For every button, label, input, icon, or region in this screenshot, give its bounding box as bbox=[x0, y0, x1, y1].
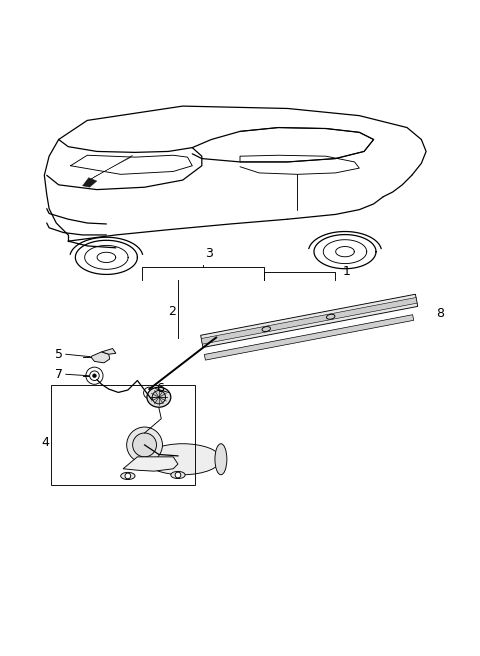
Polygon shape bbox=[90, 155, 132, 180]
Ellipse shape bbox=[171, 472, 185, 479]
Circle shape bbox=[125, 473, 131, 479]
Ellipse shape bbox=[147, 387, 171, 407]
Circle shape bbox=[152, 390, 166, 404]
Polygon shape bbox=[204, 315, 414, 360]
Circle shape bbox=[175, 472, 181, 478]
Polygon shape bbox=[201, 295, 418, 348]
Polygon shape bbox=[102, 348, 116, 354]
Text: 7: 7 bbox=[55, 368, 63, 380]
Ellipse shape bbox=[120, 472, 135, 480]
Polygon shape bbox=[201, 298, 417, 344]
Polygon shape bbox=[123, 457, 178, 471]
Text: 2: 2 bbox=[168, 305, 176, 318]
Text: 3: 3 bbox=[205, 247, 213, 260]
Bar bbox=[51, 385, 195, 485]
Ellipse shape bbox=[144, 443, 221, 475]
Text: 1: 1 bbox=[343, 265, 350, 278]
Text: 6: 6 bbox=[156, 382, 164, 395]
Ellipse shape bbox=[127, 427, 162, 463]
Text: 4: 4 bbox=[41, 436, 49, 449]
Text: 8: 8 bbox=[436, 307, 444, 320]
Polygon shape bbox=[91, 352, 110, 363]
Text: 5: 5 bbox=[55, 348, 63, 361]
Circle shape bbox=[132, 433, 156, 457]
Polygon shape bbox=[83, 178, 97, 187]
Ellipse shape bbox=[215, 443, 227, 475]
Circle shape bbox=[93, 374, 96, 378]
